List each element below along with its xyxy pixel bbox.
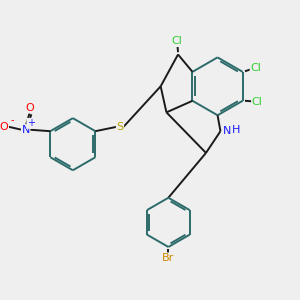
Text: S: S <box>116 122 124 132</box>
Text: Cl: Cl <box>171 37 182 46</box>
Text: N: N <box>22 125 30 135</box>
Text: Br: Br <box>162 253 175 263</box>
Text: Cl: Cl <box>250 62 261 73</box>
Text: H: H <box>232 125 241 135</box>
Text: -: - <box>10 116 14 125</box>
Text: N: N <box>223 126 231 136</box>
Text: O: O <box>26 103 34 113</box>
Text: +: + <box>27 118 35 128</box>
Text: Cl: Cl <box>252 97 262 107</box>
Text: O: O <box>0 122 8 132</box>
